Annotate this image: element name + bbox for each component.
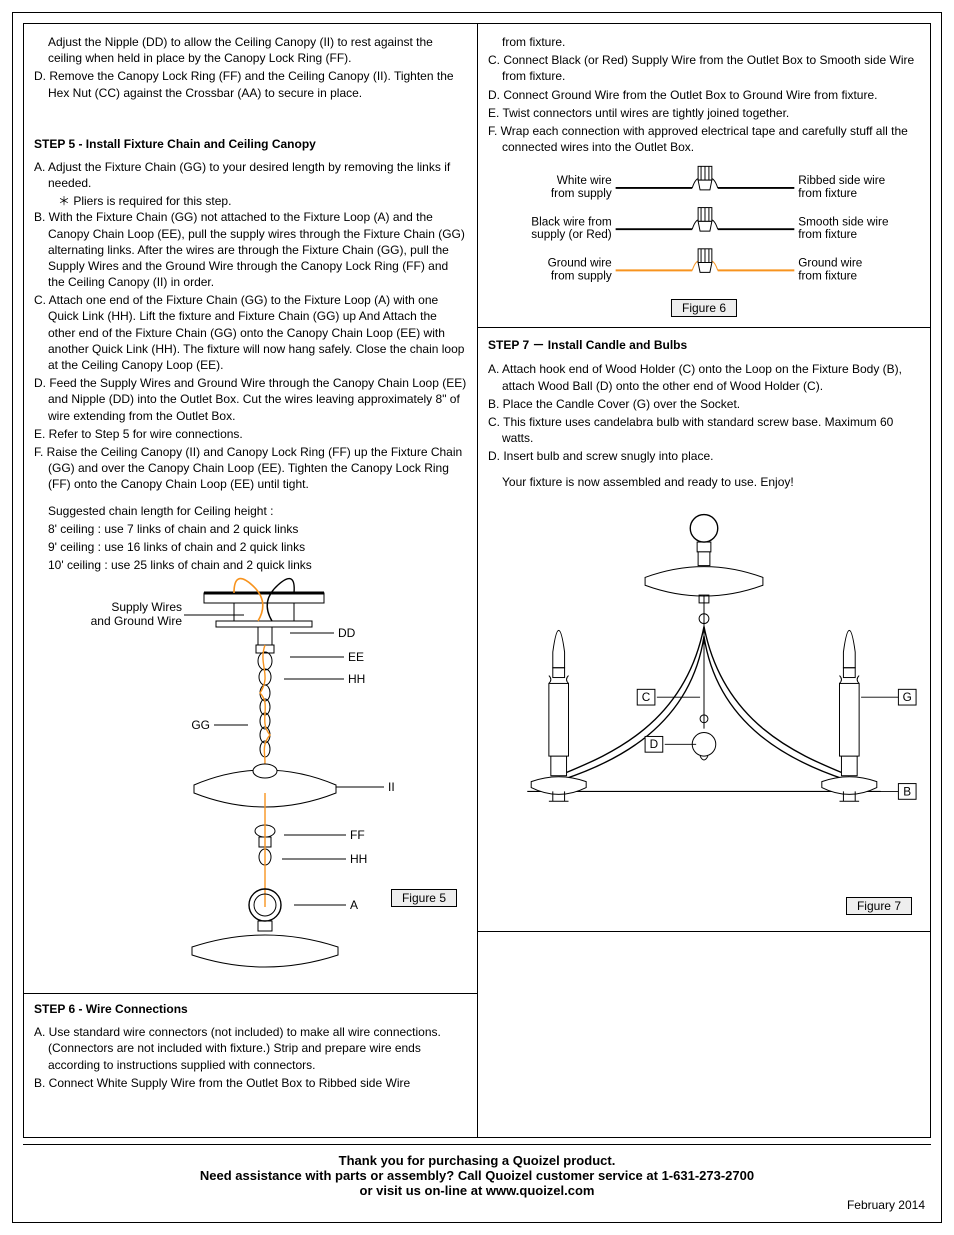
enjoy-text: Your fixture is now assembled and ready …	[488, 474, 920, 490]
label-GG: GG	[191, 718, 210, 732]
svg-text:Supply Wiresand Ground Wire: Supply Wiresand Ground Wire	[91, 600, 183, 628]
intro-text-2: D. Remove the Canopy Lock Ring (FF) and …	[34, 68, 467, 100]
label-DD: DD	[338, 626, 356, 640]
right-column: from fixture. C. Connect Black (or Red) …	[477, 23, 931, 1138]
step5-d: D. Feed the Supply Wires and Ground Wire…	[48, 375, 467, 424]
step6-title: STEP 6 - Wire Connections	[34, 1002, 467, 1016]
footer-date: February 2014	[847, 1198, 925, 1212]
footer: Thank you for purchasing a Quoizel produ…	[23, 1144, 931, 1216]
label-HH1: HH	[348, 672, 365, 686]
step5-title: STEP 5 - Install Fixture Chain and Ceili…	[34, 137, 467, 151]
step5-f: F. Raise the Ceiling Canopy (II) and Can…	[48, 444, 467, 493]
footer-line-2: Need assistance with parts or assembly? …	[23, 1168, 931, 1183]
cont-c: C. Connect Black (or Red) Supply Wire fr…	[502, 52, 920, 84]
step6-a: A. Use standard wire connectors (not inc…	[48, 1024, 467, 1073]
left-column: Adjust the Nipple (DD) to allow the Ceil…	[23, 23, 477, 1138]
suggest-8: 8' ceiling : use 7 links of chain and 2 …	[48, 521, 467, 537]
step5-list: A. Adjust the Fixture Chain (GG) to your…	[34, 159, 467, 191]
suggest-title: Suggested chain length for Ceiling heigh…	[48, 503, 467, 519]
figure-6-label: Figure 6	[671, 299, 737, 317]
step7-b: B. Place the Candle Cover (G) over the S…	[502, 396, 920, 412]
step7-d: D. Insert bulb and screw snugly into pla…	[502, 448, 920, 464]
figure-7-label: Figure 7	[846, 897, 912, 915]
label-A: A	[350, 898, 358, 912]
suggest-9: 9' ceiling : use 16 links of chain and 2…	[48, 539, 467, 555]
cont-list: C. Connect Black (or Red) Supply Wire fr…	[488, 52, 920, 155]
cont-e: E. Twist connectors until wires are tigh…	[502, 105, 920, 121]
svg-text:D: D	[650, 738, 659, 751]
footer-line-3: or visit us on-line at www.quoizel.com	[23, 1183, 931, 1198]
label-HH2: HH	[350, 852, 367, 866]
step7-a: A. Attach hook end of Wood Holder (C) on…	[502, 361, 920, 393]
step6-list: A. Use standard wire connectors (not inc…	[34, 1024, 467, 1091]
figure-7: C D G B Figure 7	[488, 497, 920, 917]
svg-text:Black wire fromsupply (or Red): Black wire fromsupply (or Red)	[531, 216, 612, 242]
figure-5-label: Figure 5	[391, 889, 457, 907]
label-EE: EE	[348, 650, 364, 664]
step7-c: C. This fixture uses candelabra bulb wit…	[502, 414, 920, 446]
label-II: II	[388, 780, 395, 794]
chain-suggestion: Suggested chain length for Ceiling heigh…	[34, 503, 467, 574]
figure-6: White wirefrom supply Black wire fromsup…	[488, 159, 920, 319]
step7-list: A. Attach hook end of Wood Holder (C) on…	[488, 361, 920, 464]
step5-b: B. With the Fixture Chain (GG) not attac…	[48, 209, 467, 290]
intro-text-1: Adjust the Nipple (DD) to allow the Ceil…	[34, 34, 467, 66]
step5-a: A. Adjust the Fixture Chain (GG) to your…	[48, 159, 467, 191]
svg-text:G: G	[903, 691, 912, 704]
cont-d: D. Connect Ground Wire from the Outlet B…	[502, 87, 920, 103]
svg-text:Ground wirefrom fixture: Ground wirefrom fixture	[798, 257, 863, 283]
step5-e: E. Refer to Step 5 for wire connections.	[48, 426, 467, 442]
svg-text:B: B	[903, 785, 911, 798]
svg-text:Ribbed side wirefrom fixture: Ribbed side wirefrom fixture	[798, 174, 885, 200]
footer-line-1: Thank you for purchasing a Quoizel produ…	[23, 1153, 931, 1168]
svg-text:Smooth side wirefrom fixture: Smooth side wirefrom fixture	[798, 216, 889, 242]
svg-text:C: C	[642, 691, 651, 704]
step5-c: C. Attach one end of the Fixture Chain (…	[48, 292, 467, 373]
step7-title: STEP 7 － Install Candle and Bulbs	[488, 336, 920, 353]
cont-0: from fixture.	[488, 34, 920, 50]
step5-list-2: B. With the Fixture Chain (GG) not attac…	[34, 209, 467, 492]
step5-note: ＊ Pliers is required for this step.	[34, 193, 467, 209]
cont-f: F. Wrap each connection with approved el…	[502, 123, 920, 155]
svg-text:White wirefrom supply: White wirefrom supply	[551, 174, 612, 200]
label-FF: FF	[350, 828, 365, 842]
figure-5: Supply Wiresand Ground Wire DD EE HH GG …	[34, 575, 467, 985]
step6-b: B. Connect White Supply Wire from the Ou…	[48, 1075, 467, 1091]
svg-text:Ground wirefrom supply: Ground wirefrom supply	[548, 257, 613, 283]
suggest-10: 10' ceiling : use 25 links of chain and …	[48, 557, 467, 573]
